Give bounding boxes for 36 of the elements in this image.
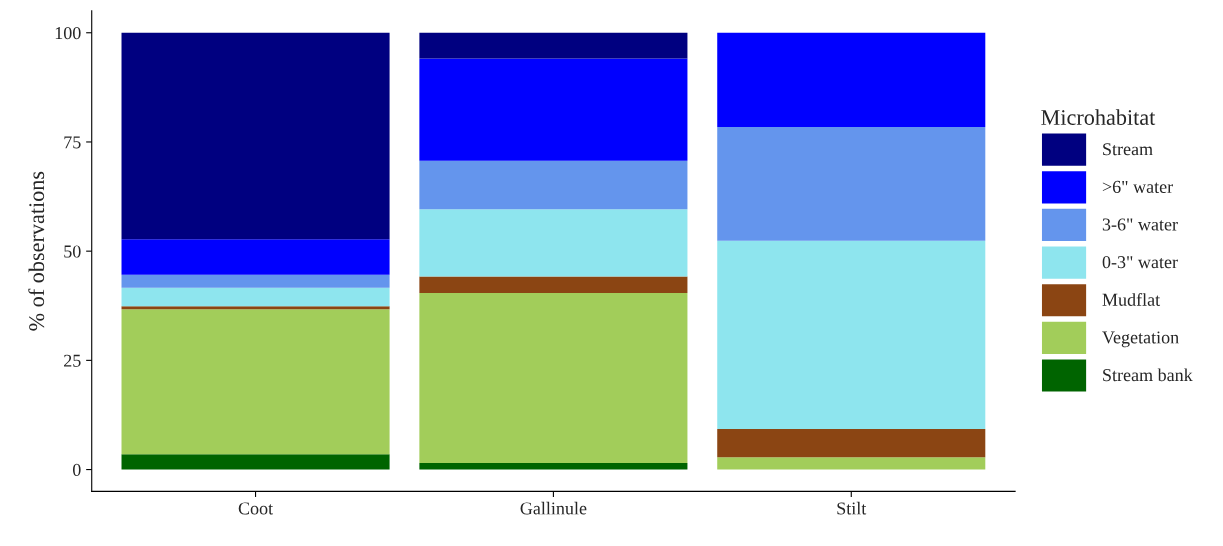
legend-title: Microhabitat	[1041, 109, 1156, 125]
legend-label: >6" water	[1102, 180, 1173, 193]
bar	[419, 160, 688, 210]
y-tick-label: 25	[64, 354, 81, 367]
bar	[419, 209, 688, 277]
legend-label: Mudflat	[1102, 292, 1161, 306]
bar	[717, 127, 986, 241]
bar	[717, 240, 986, 429]
x-tick-label: Coot	[238, 502, 273, 515]
y-tick-label: 75	[64, 136, 81, 149]
bar	[121, 309, 390, 455]
x-tick-label: Gallinule	[520, 501, 587, 515]
bar	[717, 457, 986, 470]
bar	[717, 32, 986, 128]
bar	[419, 58, 688, 161]
y-axis-title: % of observations	[28, 171, 45, 331]
bar	[121, 32, 390, 240]
legend-label: 0-3" water	[1102, 256, 1178, 269]
legend-label: Stream	[1103, 143, 1153, 156]
bar	[121, 306, 390, 310]
bar	[121, 274, 390, 288]
y-tick-label: 0	[72, 463, 81, 476]
y-tick-label: 100	[55, 27, 81, 40]
legend-label: Vegetation	[1102, 331, 1179, 348]
x-tick-label: Stilt	[837, 501, 867, 515]
bar	[419, 463, 688, 470]
bar	[419, 276, 688, 294]
legend-label: 3-6" water	[1102, 218, 1178, 231]
legend-label: Stream bank	[1103, 368, 1193, 382]
bar	[419, 293, 688, 464]
bar	[121, 287, 390, 307]
bar	[121, 454, 390, 470]
bar	[419, 32, 688, 59]
y-tick-label: 50	[64, 245, 81, 258]
bar	[121, 239, 390, 275]
bar	[717, 428, 986, 458]
